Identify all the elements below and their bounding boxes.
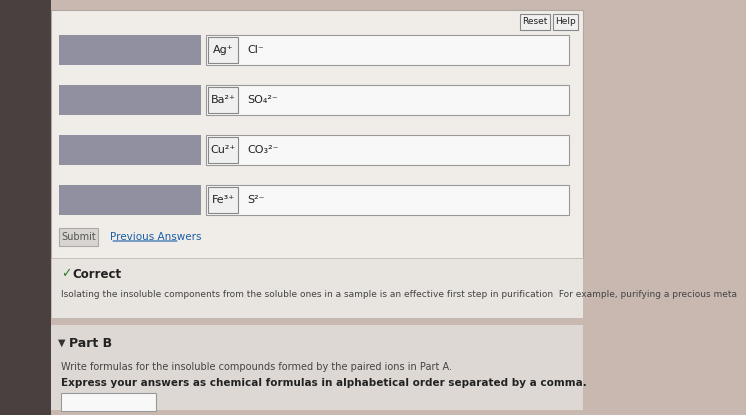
Bar (208, 137, 238, 163)
Text: Cu²⁺: Cu²⁺ (210, 145, 236, 155)
Bar (207, 185, 568, 215)
Bar (59, 185, 201, 215)
Bar (59, 228, 98, 246)
Bar (208, 187, 238, 213)
Text: Express your answers as chemical formulas in alphabetical order separated by a c: Express your answers as chemical formula… (61, 378, 587, 388)
Text: Correct: Correct (72, 268, 122, 281)
Text: Cl⁻: Cl⁻ (248, 45, 264, 55)
Text: Part B: Part B (69, 337, 113, 349)
Bar (553, 14, 578, 30)
Bar (207, 35, 568, 65)
Text: CO₃²⁻: CO₃²⁻ (248, 145, 279, 155)
Text: Fe³⁺: Fe³⁺ (211, 195, 234, 205)
Bar (59, 35, 201, 65)
Text: Previous Answers: Previous Answers (110, 232, 201, 242)
Text: Write formulas for the insoluble compounds formed by the paired ions in Part A.: Write formulas for the insoluble compoun… (61, 362, 452, 372)
Bar (51, 325, 583, 410)
Bar (0, 0, 51, 415)
Bar (51, 10, 583, 268)
Bar (61, 393, 156, 411)
Text: ✓: ✓ (61, 268, 72, 281)
Bar (59, 85, 201, 115)
Bar (208, 87, 238, 113)
Text: Ba²⁺: Ba²⁺ (210, 95, 236, 105)
Text: Help: Help (555, 17, 576, 27)
Bar (207, 85, 568, 115)
Bar (59, 135, 201, 165)
Text: Reset: Reset (522, 17, 548, 27)
Text: ▼: ▼ (57, 338, 65, 348)
Text: Isolating the insoluble components from the soluble ones in a sample is an effec: Isolating the insoluble components from … (61, 290, 738, 298)
Bar (51, 258, 583, 318)
Text: Ag⁺: Ag⁺ (213, 45, 233, 55)
Text: SO₄²⁻: SO₄²⁻ (248, 95, 278, 105)
Bar (208, 37, 238, 63)
Bar (207, 135, 568, 165)
Text: Submit: Submit (61, 232, 96, 242)
Bar (520, 14, 550, 30)
Text: S²⁻: S²⁻ (248, 195, 265, 205)
